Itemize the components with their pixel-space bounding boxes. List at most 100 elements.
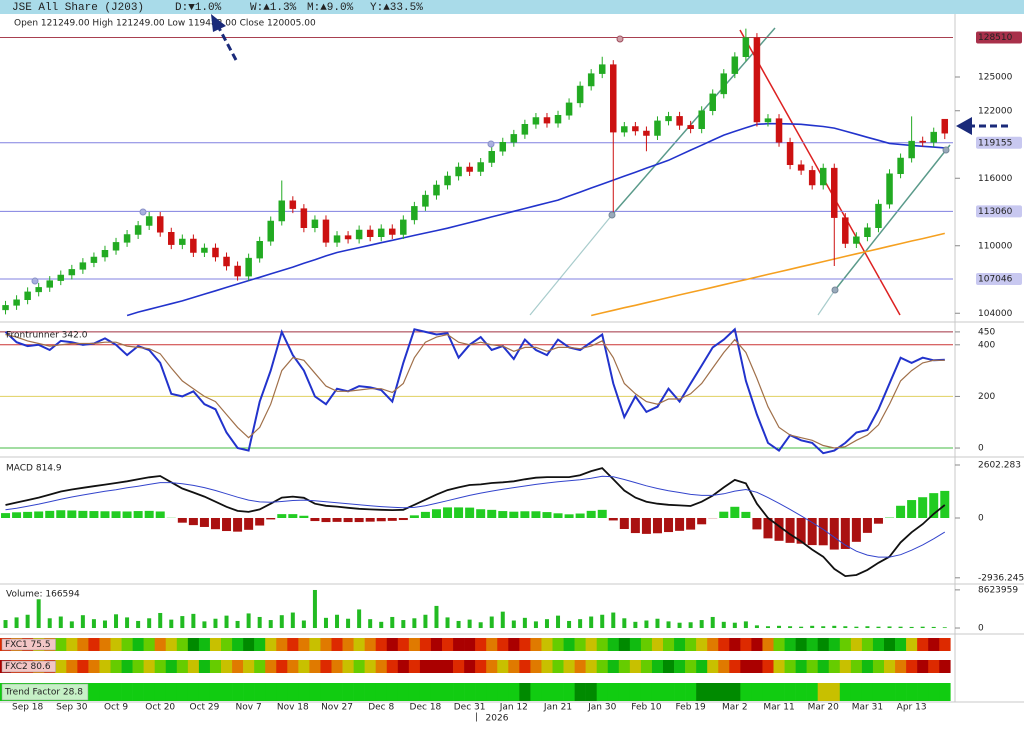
x-tick-label: Mar 20: [808, 703, 840, 713]
volume-bar: [622, 618, 627, 629]
volume-bar: [832, 625, 837, 629]
volume-bar: [169, 619, 174, 629]
histogram-bar: [133, 511, 143, 518]
heat-cell: [475, 660, 487, 673]
heat-cell: [475, 638, 487, 651]
heat-cell: [795, 660, 807, 673]
candle-body: [731, 56, 739, 74]
heat-cell: [762, 660, 774, 673]
candle-body: [753, 37, 761, 123]
x-tick-label: Oct 29: [189, 703, 219, 713]
heat-cell: [353, 660, 365, 673]
histogram-bar: [896, 505, 906, 518]
volume-bar: [931, 626, 936, 629]
heat-cell: [453, 638, 465, 651]
heat-cell: [386, 683, 399, 701]
heat-cell: [806, 660, 818, 673]
histogram-bar: [564, 514, 574, 518]
volume-bar: [390, 616, 395, 629]
heat-cell: [773, 660, 785, 673]
level-box: [976, 205, 1022, 218]
volume-bar: [379, 621, 384, 629]
y-tick-label: 2602.283: [978, 460, 1021, 470]
heat-cell: [917, 683, 929, 701]
heat-cell: [232, 638, 244, 651]
heat-cell: [408, 660, 421, 673]
candle-body: [919, 140, 926, 143]
histogram-bar: [476, 509, 486, 518]
strip-label: Trend Factor 28.8: [4, 688, 83, 698]
heat-cell: [519, 660, 531, 673]
candle-body: [234, 265, 241, 277]
candle-body: [245, 257, 252, 277]
candle-body: [35, 287, 42, 293]
histogram-bar: [531, 511, 541, 518]
heat-cell: [132, 638, 144, 651]
candle-body: [179, 238, 186, 245]
heat-cell: [541, 660, 553, 673]
candle-body: [908, 140, 915, 159]
histogram-bar: [929, 493, 939, 518]
candle-body: [289, 200, 297, 209]
candle-body: [532, 117, 540, 125]
heat-cell: [364, 638, 376, 651]
heat-cell: [817, 660, 830, 673]
heat-cell: [320, 683, 332, 701]
heat-cell: [872, 660, 885, 673]
heat-cell: [939, 638, 951, 651]
volume-bar: [114, 614, 119, 629]
level-box: [976, 272, 1022, 285]
volume-bar: [909, 626, 914, 629]
volume-bar: [865, 626, 870, 629]
candle-body: [786, 142, 794, 165]
x-tick-label: Jan 21: [543, 703, 572, 713]
histogram-bar: [840, 517, 850, 549]
heat-cell: [861, 683, 874, 701]
histogram-bar: [45, 510, 55, 518]
histogram-bar: [608, 517, 618, 521]
heat-cell: [541, 638, 553, 651]
heat-cell: [530, 683, 542, 701]
heat-cell: [928, 660, 940, 673]
heat-cell: [718, 638, 730, 651]
heat-cell: [309, 660, 321, 673]
candle-body: [311, 219, 319, 228]
heat-cell: [254, 683, 266, 701]
heat-cell: [629, 683, 642, 701]
candle-body: [930, 131, 937, 143]
volume-bar: [699, 620, 704, 629]
candle-body: [322, 219, 330, 243]
heat-cell: [618, 683, 631, 701]
volume-bar: [544, 619, 549, 629]
volume-bar: [578, 619, 583, 629]
heat-cell: [99, 638, 111, 651]
histogram-bar: [420, 511, 430, 518]
histogram-bar: [155, 511, 165, 518]
heat-cell: [364, 660, 376, 673]
candle-body: [808, 170, 816, 186]
marks: 128510 119155 113060 107046 104000 110000 1160…: [0, 19, 1024, 724]
heat-cell: [375, 683, 388, 701]
heat-cell: [663, 638, 675, 651]
heat-cell: [795, 683, 807, 701]
heat-cell: [132, 660, 144, 673]
histogram-bar: [652, 517, 662, 534]
histogram-bar: [1, 513, 11, 518]
candle-body: [819, 167, 827, 186]
heat-cell: [486, 683, 498, 701]
volume-bar: [644, 620, 649, 629]
heat-cell: [629, 660, 642, 673]
histogram-bar: [741, 511, 751, 518]
candle-body: [842, 217, 849, 244]
header-title: JSE All Share (J203): [12, 2, 144, 14]
histogram-bar: [719, 511, 729, 518]
candle-body: [145, 216, 153, 226]
x-tick-label: Mar 31: [852, 703, 883, 713]
strip-label-box: [1, 638, 56, 651]
histogram-bar: [619, 517, 629, 529]
candle-body: [831, 167, 838, 218]
candle-body: [444, 175, 451, 186]
volume-bar: [25, 614, 30, 629]
candle-body: [698, 110, 705, 129]
y-tick-label: 104000: [978, 309, 1013, 319]
